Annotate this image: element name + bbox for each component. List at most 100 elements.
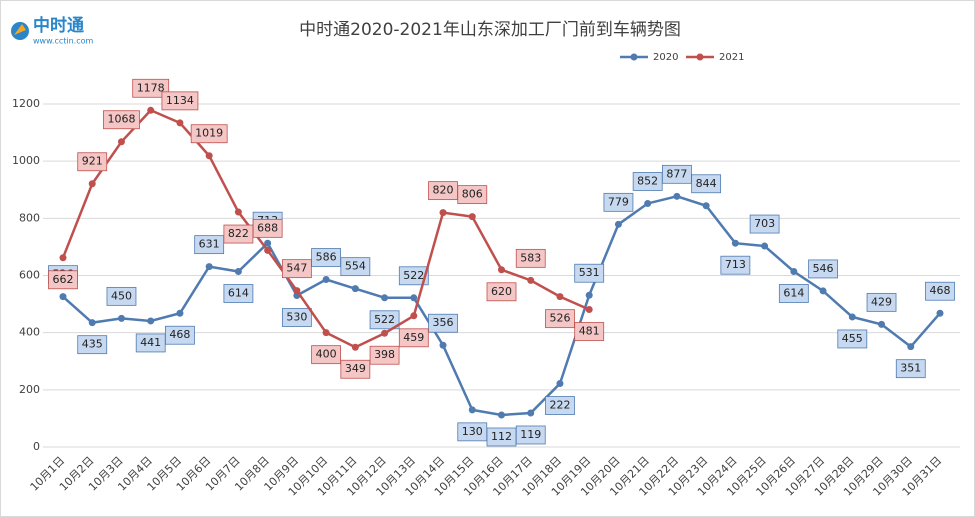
point	[176, 119, 184, 127]
y-tick-label: 800	[19, 211, 40, 224]
data-label: 662	[53, 273, 74, 286]
data-label: 713	[725, 258, 746, 271]
point	[117, 138, 125, 146]
point	[468, 406, 476, 414]
data-label: 586	[316, 251, 337, 264]
point	[468, 213, 476, 221]
data-label-box	[340, 257, 371, 277]
data-label: 820	[433, 184, 454, 197]
y-tick-label: 0	[33, 440, 40, 453]
data-label-box	[77, 152, 108, 172]
point	[264, 239, 272, 247]
data-label-box	[165, 325, 195, 345]
legend-swatch	[630, 53, 638, 61]
data-label: 351	[900, 362, 921, 375]
data-label-box	[720, 255, 751, 275]
point	[585, 306, 593, 314]
data-label-box	[103, 110, 140, 130]
data-label: 620	[491, 285, 512, 298]
data-label: 119	[520, 428, 541, 441]
data-label: 222	[549, 399, 570, 412]
y-tick-label: 400	[19, 326, 40, 339]
point	[907, 343, 915, 351]
data-label: 435	[82, 338, 103, 351]
data-label: 614	[228, 286, 249, 299]
point	[527, 409, 535, 417]
chart-title: 中时通2020-2021年山东深加工厂门前到车辆势图	[299, 20, 681, 40]
data-label: 547	[286, 262, 307, 275]
data-label: 112	[491, 430, 512, 443]
point	[644, 199, 652, 207]
legend-swatch	[696, 53, 704, 61]
data-label: 522	[374, 313, 395, 326]
point	[790, 267, 798, 275]
data-label: 356	[433, 316, 454, 329]
point	[410, 294, 418, 302]
point	[878, 320, 886, 328]
data-label-box	[281, 259, 312, 279]
point	[117, 314, 125, 322]
data-label-box	[515, 248, 546, 268]
y-tick-label: 600	[19, 269, 40, 282]
point	[556, 293, 564, 301]
data-label: 631	[199, 238, 220, 251]
data-label: 614	[783, 286, 804, 299]
point	[527, 276, 535, 284]
point	[614, 220, 622, 228]
data-label: 429	[871, 295, 892, 308]
data-label: 921	[82, 155, 103, 168]
legend-label: 2020	[653, 52, 678, 63]
logo: 中时通 www.cctin.com	[11, 15, 94, 46]
data-label-box	[48, 270, 78, 290]
point	[147, 106, 155, 114]
data-label-box	[866, 292, 897, 312]
data-label: 468	[169, 328, 190, 341]
point	[293, 287, 301, 295]
data-label: 481	[579, 325, 600, 338]
data-label-box	[662, 164, 692, 184]
data-label-box	[106, 286, 137, 306]
point	[498, 411, 505, 419]
data-label-box	[778, 284, 809, 303]
data-label-box	[223, 284, 254, 303]
data-label-box	[161, 91, 199, 111]
data-label-box	[369, 345, 400, 365]
data-label: 546	[813, 262, 834, 275]
data-label-box	[77, 335, 108, 355]
data-label: 1019	[195, 127, 223, 140]
point	[381, 329, 389, 337]
point	[322, 276, 330, 284]
data-label-box	[603, 192, 634, 212]
point	[761, 242, 769, 250]
data-label-box	[808, 259, 838, 279]
data-label: 530	[286, 311, 307, 324]
point	[322, 329, 330, 337]
point	[88, 180, 96, 188]
data-label-box	[925, 281, 955, 301]
data-label-box	[194, 235, 225, 255]
data-label: 779	[608, 195, 629, 208]
legend-label: 2021	[719, 52, 744, 63]
point	[176, 309, 184, 317]
point	[936, 309, 944, 317]
point	[702, 202, 710, 210]
data-label: 1178	[137, 81, 165, 94]
data-label-box	[398, 328, 429, 348]
data-label-box	[398, 266, 429, 286]
point	[498, 266, 505, 274]
data-label: 806	[462, 188, 483, 201]
data-label: 130	[462, 425, 483, 438]
point	[585, 291, 593, 299]
data-label: 583	[520, 251, 541, 264]
data-label-box	[428, 313, 458, 333]
point	[59, 293, 67, 301]
data-label-box	[369, 310, 400, 330]
point	[205, 152, 213, 160]
point	[88, 319, 96, 327]
point	[264, 246, 272, 254]
point	[673, 192, 681, 200]
data-label-box	[132, 78, 170, 98]
data-label-box	[311, 345, 342, 365]
